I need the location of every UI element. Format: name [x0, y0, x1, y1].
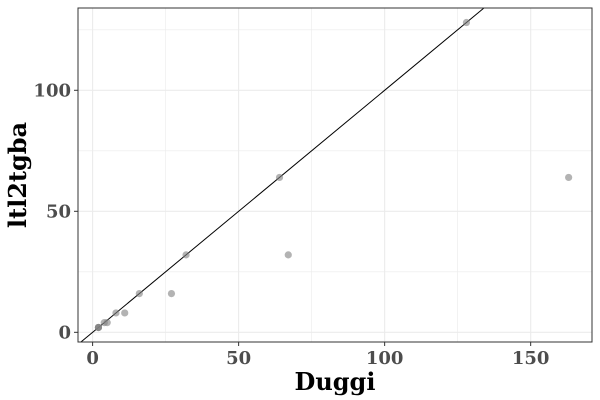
data-point: [103, 319, 111, 327]
reference-line-layer: [80, 7, 485, 343]
identity-line: [80, 7, 485, 343]
data-point: [284, 251, 292, 259]
panel-border: [77, 7, 593, 343]
y-tick-label: 100: [33, 80, 71, 101]
data-point: [121, 309, 129, 317]
data-point: [135, 289, 143, 298]
y-tick-label: 50: [46, 201, 71, 222]
data-point: [112, 309, 120, 317]
x-tick-label: 100: [366, 348, 404, 369]
data-point: [94, 323, 103, 332]
data-point: [167, 289, 176, 298]
x-tick-label: 50: [226, 348, 251, 369]
data-point: [275, 173, 284, 182]
x-tick-label: 0: [86, 348, 99, 369]
ticks-layer: 0 50 100 150 0 50 100: [33, 80, 549, 369]
data-point: [462, 18, 471, 27]
x-tick-label: 150: [512, 348, 550, 369]
y-tick-label: 0: [58, 322, 71, 343]
data-point: [565, 173, 573, 182]
points-layer: [94, 18, 573, 332]
x-axis-title: Duggi: [295, 367, 376, 396]
y-axis-title: ltl2tgba: [3, 122, 32, 228]
grid: [78, 8, 592, 342]
data-point: [182, 251, 190, 259]
